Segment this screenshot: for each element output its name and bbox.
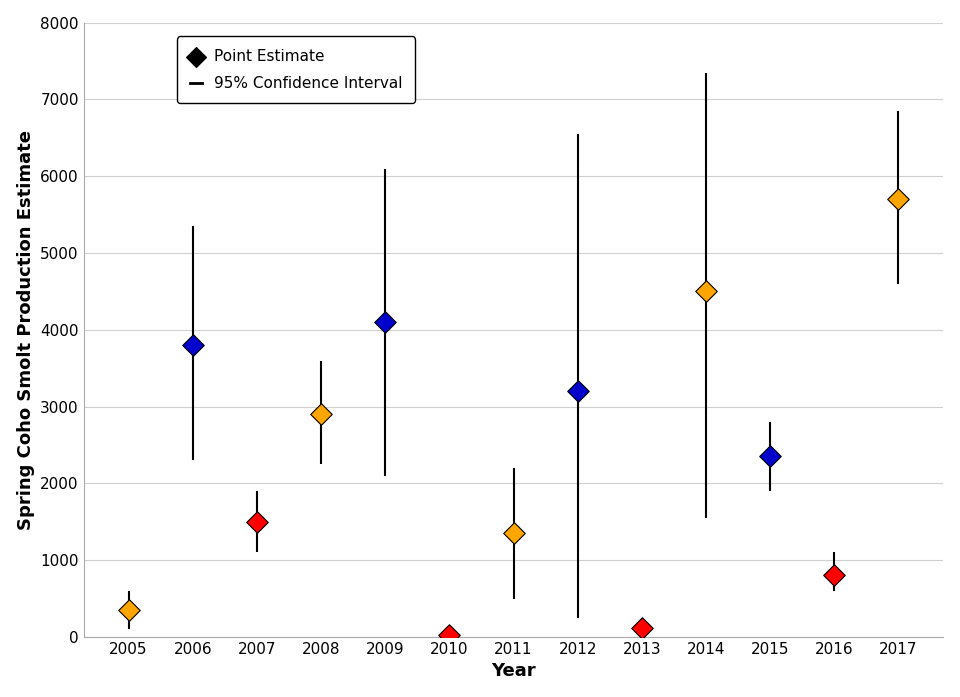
X-axis label: Year: Year: [492, 662, 536, 680]
Point: [698, 286, 713, 297]
Legend: Point Estimate, 95% Confidence Interval: Point Estimate, 95% Confidence Interval: [178, 36, 415, 103]
Point: [635, 623, 650, 634]
Y-axis label: Spring Coho Smolt Production Estimate: Spring Coho Smolt Production Estimate: [16, 130, 35, 530]
Point: [762, 451, 778, 462]
Point: [185, 339, 201, 351]
Point: [121, 604, 136, 615]
Point: [506, 528, 521, 539]
Point: [442, 629, 457, 640]
Point: [313, 408, 328, 420]
Point: [891, 194, 906, 205]
Point: [827, 570, 842, 581]
Point: [250, 516, 265, 528]
Point: [570, 385, 586, 397]
Point: [377, 316, 393, 328]
